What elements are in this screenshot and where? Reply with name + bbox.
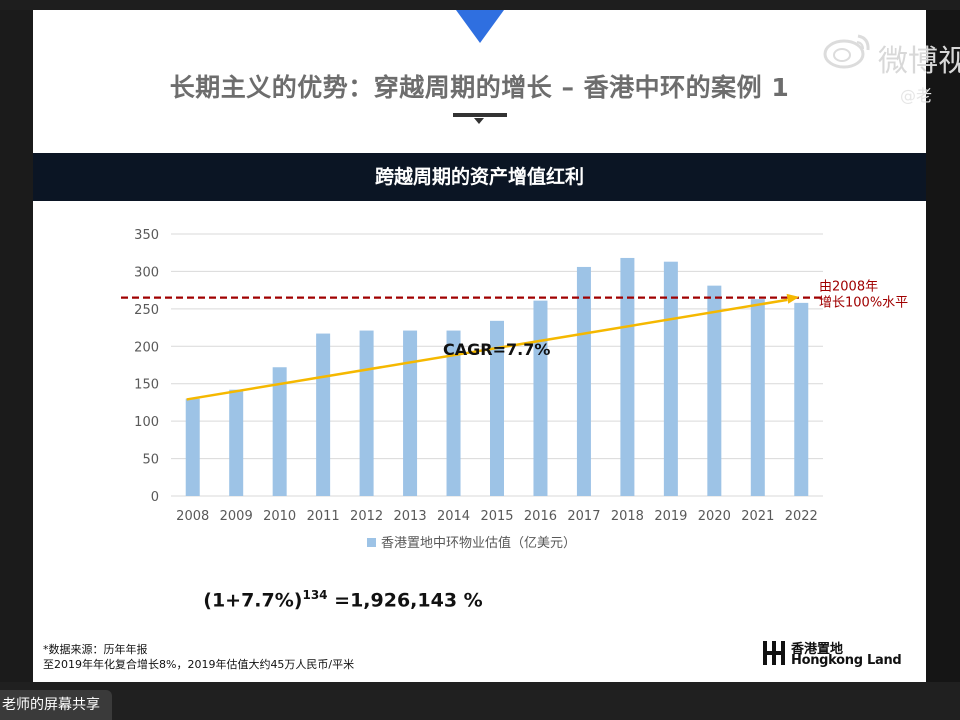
footnote-source: *数据来源：历年年报 <box>43 643 148 656</box>
y-tick-label: 350 <box>134 228 159 243</box>
bottom-bar <box>0 682 960 720</box>
x-tick-label: 2022 <box>785 509 818 524</box>
y-tick-label: 0 <box>151 490 159 505</box>
bar-2011 <box>316 333 331 496</box>
x-tick-label: 2016 <box>524 509 557 524</box>
screen-share-tab[interactable]: 老师的屏幕共享 <box>0 690 112 720</box>
weibo-watermark-icon <box>823 34 870 69</box>
trend-arrowhead <box>786 293 800 304</box>
bar-2021 <box>750 299 765 496</box>
logo-chinese: 香港置地 <box>791 642 844 657</box>
formula-base: (1+7.7%) <box>203 589 303 612</box>
x-tick-label: 2019 <box>654 509 687 524</box>
x-tick-label: 2015 <box>480 509 513 524</box>
x-tick-label: 2008 <box>176 509 209 524</box>
title-underline <box>453 113 507 117</box>
bar-2008 <box>185 398 200 496</box>
formula-result: =1,926,143 % <box>334 589 483 612</box>
x-tick-label: 2009 <box>220 509 253 524</box>
bar-2009 <box>229 389 244 496</box>
bar-2022 <box>794 302 809 496</box>
x-tick-label: 2013 <box>394 509 427 524</box>
x-tick-label: 2018 <box>611 509 644 524</box>
y-tick-label: 50 <box>142 453 159 468</box>
bar-2013 <box>403 330 418 496</box>
title-caret <box>474 118 484 124</box>
x-tick-label: 2020 <box>698 509 731 524</box>
bar-2017 <box>576 266 591 496</box>
bar-chart: 0 50 100 150 200 250 300 350 2008 2009 2010 2011 201… <box>121 228 908 551</box>
legend-swatch <box>367 538 376 547</box>
x-tick-label: 2021 <box>741 509 774 524</box>
y-tick-label: 250 <box>134 303 159 318</box>
slide-accent-triangle <box>456 10 504 43</box>
bar-2012 <box>359 330 374 496</box>
footnotes: *数据来源：历年年报 至2019年年化复合增长8%，2019年估值大约45万人民… <box>43 642 354 672</box>
banner: 跨越周期的资产增值红利 <box>33 153 926 201</box>
bar-2010 <box>272 367 287 496</box>
x-tick-label: 2017 <box>567 509 600 524</box>
x-tick-label: 2010 <box>263 509 296 524</box>
cagr-formula: (1+7.7%)134 =1,926,143 % <box>33 588 653 611</box>
x-tick-label: 2014 <box>437 509 470 524</box>
y-tick-label: 300 <box>134 265 159 280</box>
y-tick-label: 150 <box>134 378 159 393</box>
slide: 长期主义的优势：穿越周期的增长 – 香港中环的案例 1 跨越周期的资产增值红利 … <box>33 10 926 682</box>
bar-2014 <box>446 330 461 496</box>
bar-2020 <box>707 285 722 496</box>
slide-title: 长期主义的优势：穿越周期的增长 – 香港中环的案例 1 <box>169 73 790 102</box>
reference-label: 增长100%水平 <box>819 296 908 311</box>
formula-exponent: 134 <box>302 588 328 602</box>
bar-2015 <box>490 320 504 496</box>
y-tick-label: 100 <box>134 415 159 430</box>
bar-2018 <box>620 257 635 496</box>
logo-english: Hongkong Land <box>791 653 902 668</box>
footnote-growth: 至2019年年化复合增长8%，2019年估值大约45万人民币/平米 <box>43 658 355 671</box>
weibo-watermark-handle: @老 <box>900 86 933 105</box>
legend-label: 香港置地中环物业估值（亿美元） <box>381 535 576 551</box>
x-tick-label: 2012 <box>350 509 383 524</box>
right-strip <box>926 10 960 682</box>
weibo-watermark-text: 微博视 <box>878 44 960 79</box>
top-bar <box>0 0 960 10</box>
bar-2016 <box>533 300 548 496</box>
x-tick-label: 2011 <box>307 509 340 524</box>
banner-title: 跨越周期的资产增值红利 <box>374 166 584 188</box>
trend-line <box>186 298 788 401</box>
reference-label: 由2008年 <box>819 280 878 295</box>
y-tick-label: 200 <box>134 340 159 355</box>
hongkong-land-logo-mark <box>763 641 785 665</box>
cagr-label: CAGR=7.7% <box>443 340 550 359</box>
